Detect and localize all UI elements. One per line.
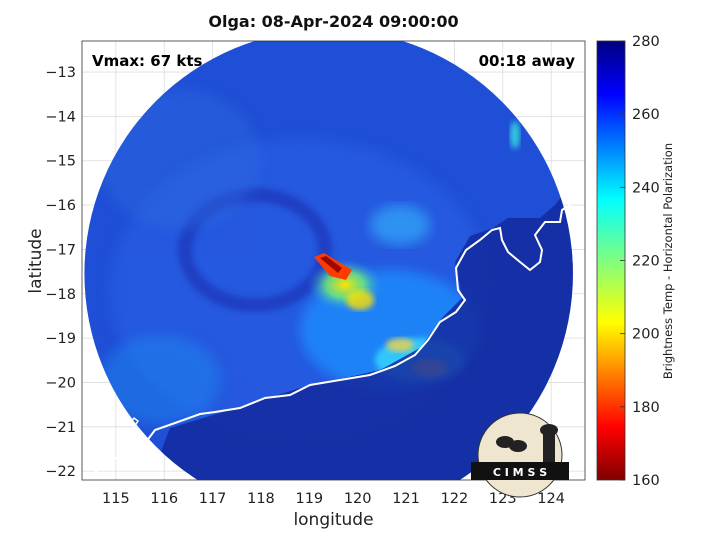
y-tick-label: −15 bbox=[45, 154, 76, 170]
eye-core bbox=[320, 256, 342, 273]
y-tick-labels: −13 −14 −15 −16 −17 −18 −19 −20 −21 −22 bbox=[45, 65, 76, 480]
y-axis-label: latitude bbox=[26, 228, 46, 294]
y-tick-label: −13 bbox=[45, 65, 76, 81]
y-tick-label: −18 bbox=[45, 287, 76, 303]
vmax-label: Vmax: 67 kts bbox=[92, 52, 203, 70]
x-tick-label: 124 bbox=[537, 491, 565, 507]
colorbar-tick-label: 280 bbox=[632, 34, 660, 50]
swath-brightness-features bbox=[100, 90, 573, 480]
satellite-swath bbox=[84, 41, 585, 480]
x-tick-label: 118 bbox=[247, 491, 275, 507]
colorbar-tick-label: 160 bbox=[632, 473, 660, 489]
cimss-logo: C I M S S bbox=[471, 412, 569, 498]
colorbar-tick-label: 220 bbox=[632, 254, 660, 270]
colorbar-tick-label: 180 bbox=[632, 400, 660, 416]
colorbar-tick-labels: 280 260 240 220 200 180 160 bbox=[620, 34, 660, 489]
colorbar-label: Brightness Temp - Horizontal Polarizatio… bbox=[661, 142, 675, 380]
x-tick-label: 120 bbox=[344, 491, 372, 507]
x-tick-label: 117 bbox=[199, 491, 227, 507]
coastline bbox=[94, 177, 585, 473]
time-away-label: 00:18 away bbox=[478, 52, 575, 70]
chart-title: Olga: 08-Apr-2024 09:00:00 bbox=[208, 12, 459, 31]
y-tick-label: −21 bbox=[45, 420, 76, 436]
y-tick-label: −22 bbox=[45, 464, 76, 480]
land-area bbox=[150, 176, 573, 480]
colorbar-tick-label: 240 bbox=[632, 180, 660, 196]
logo-text: C I M S S bbox=[493, 466, 547, 479]
y-tick-label: −20 bbox=[45, 375, 76, 391]
island bbox=[128, 416, 140, 429]
x-tick-label: 116 bbox=[150, 491, 178, 507]
x-tick-label: 121 bbox=[392, 491, 420, 507]
x-axis-label: longitude bbox=[293, 510, 374, 530]
x-tick-labels: 115 116 117 118 119 120 121 122 123 124 bbox=[102, 491, 565, 507]
x-tick-label: 119 bbox=[295, 491, 323, 507]
y-tick-label: −14 bbox=[45, 109, 76, 125]
y-tick-label: −17 bbox=[45, 242, 76, 258]
axes-frame bbox=[81, 40, 586, 481]
x-tick-label: 115 bbox=[102, 491, 130, 507]
colorbar-tick-label: 260 bbox=[632, 107, 660, 123]
y-tick-label: −16 bbox=[45, 198, 76, 214]
y-tick-label: −19 bbox=[45, 331, 76, 347]
colorbar-tick-label: 200 bbox=[632, 327, 660, 343]
x-tick-label: 122 bbox=[441, 491, 469, 507]
